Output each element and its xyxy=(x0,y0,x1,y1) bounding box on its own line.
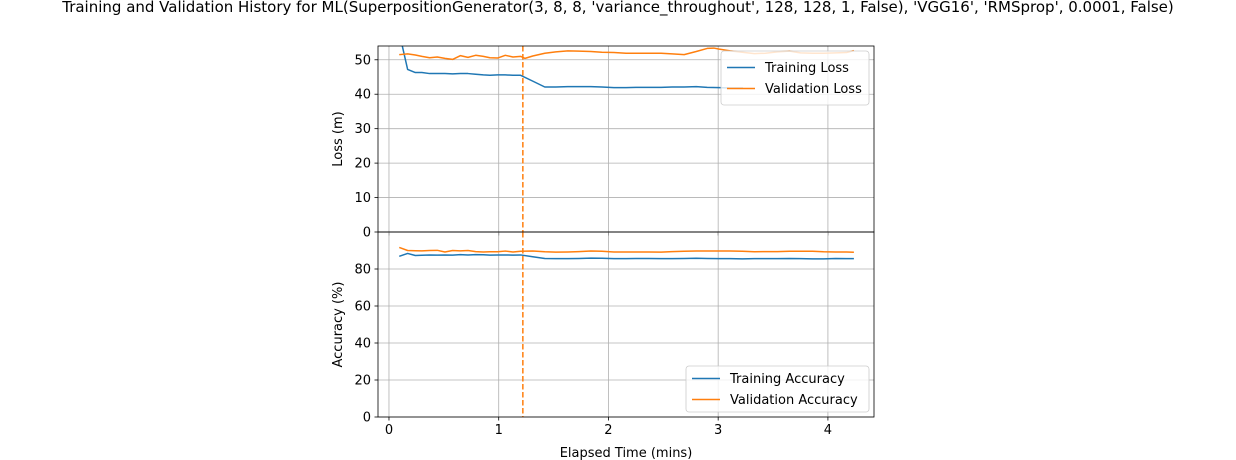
legend: Training Accuracy Validation Accuracy xyxy=(685,365,870,413)
x-tick-label-1: 1 xyxy=(495,423,503,438)
plot-area xyxy=(398,232,854,417)
legend-label-2: Validation Accuracy xyxy=(730,393,858,408)
y-tick-label-1: 10 xyxy=(354,191,371,206)
y-tick-label-3: 60 xyxy=(354,300,371,315)
legend-label-2: Validation Loss xyxy=(765,82,862,97)
legend-label-1: Training Loss xyxy=(764,61,849,76)
x-tick-label-4: 4 xyxy=(824,423,832,438)
y-tick-label-0: 0 xyxy=(363,226,371,241)
x-axis-label: Elapsed Time (mins) xyxy=(560,446,693,460)
y-tick-label-3: 30 xyxy=(354,122,371,137)
y-tick-label-2: 40 xyxy=(354,337,371,352)
y-tick-label-1: 20 xyxy=(354,374,371,389)
legend: Training Loss Validation Loss xyxy=(720,50,870,106)
y-tick-label-4: 40 xyxy=(354,88,371,103)
y-axis-label: Loss (m) xyxy=(331,111,346,166)
series-line-1 xyxy=(398,252,854,260)
y-tick-label-4: 80 xyxy=(354,263,371,278)
chart-title: Training and Validation History for ML(S… xyxy=(61,0,1174,17)
series-line-2 xyxy=(398,246,854,253)
legend-label-1: Training Accuracy xyxy=(729,372,845,387)
y-axis-label: Accuracy (%) xyxy=(331,282,346,368)
x-tick-label-0: 0 xyxy=(385,423,393,438)
y-tick-label-2: 20 xyxy=(354,157,371,172)
y-tick-label-0: 0 xyxy=(363,411,371,426)
legend-box xyxy=(685,365,870,413)
series-line-1 xyxy=(401,46,744,89)
legend-box xyxy=(720,50,870,106)
x-tick-label-3: 3 xyxy=(714,423,722,438)
y-tick-label-5: 50 xyxy=(354,53,371,68)
x-tick-label-2: 2 xyxy=(604,423,612,438)
axes-frame xyxy=(377,231,875,418)
